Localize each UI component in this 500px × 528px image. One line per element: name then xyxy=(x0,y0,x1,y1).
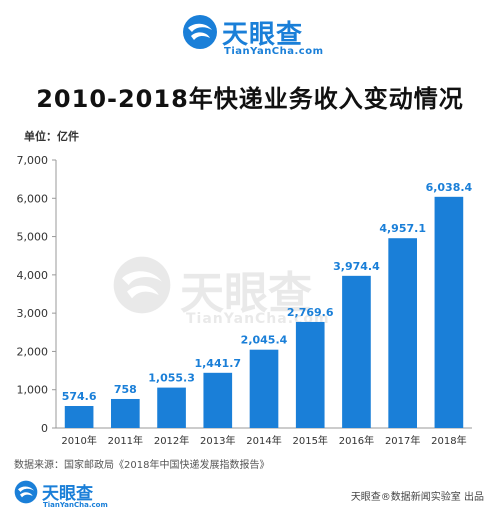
bar xyxy=(434,196,464,428)
x-tick-label: 2015年 xyxy=(292,434,327,447)
bar xyxy=(295,321,325,428)
bar xyxy=(342,275,371,428)
x-tick-label: 2018年 xyxy=(431,434,466,447)
x-tick-label: 2011年 xyxy=(108,434,143,447)
bar-value-label: 2,045.4 xyxy=(241,334,288,347)
y-tick-label: 1,000 xyxy=(17,384,49,397)
watermark-logo-icon xyxy=(113,256,171,314)
tianyancha-logo-icon xyxy=(183,15,217,49)
x-tick-label: 2016年 xyxy=(339,434,374,447)
x-tick-label: 2012年 xyxy=(154,434,189,447)
y-tick-label: 0 xyxy=(41,422,48,435)
brand-domain: TianYanCha.com xyxy=(224,46,324,57)
y-tick-label: 3,000 xyxy=(17,307,49,320)
y-tick-label: 7,000 xyxy=(17,154,49,167)
bar xyxy=(203,372,233,428)
bar-value-label: 758 xyxy=(114,383,137,396)
watermark-name: 天眼查 xyxy=(180,268,312,319)
bar-value-label: 1,055.3 xyxy=(148,372,195,385)
bar-value-label: 3,974.4 xyxy=(333,260,380,273)
x-tick-label: 2010年 xyxy=(61,434,96,447)
footer-brand-name: 天眼查 xyxy=(42,484,93,504)
source-note: 数据来源：国家邮政局《2018年中国快递发展指数报告》 xyxy=(14,460,270,471)
footer-brand-domain: TianYanCha.com xyxy=(43,501,108,509)
bar xyxy=(64,406,94,428)
chart-title: 2010-2018年快递业务收入变动情况 xyxy=(36,85,464,113)
credit-text: 天眼查®数据新闻实验室 出品 xyxy=(350,492,484,503)
unit-label: 单位：亿件 xyxy=(24,130,79,143)
bar xyxy=(111,398,140,428)
bar xyxy=(157,387,186,428)
bar-value-label: 2,769.6 xyxy=(287,306,334,319)
footer-logo-icon xyxy=(14,480,38,504)
bar-value-label: 1,441.7 xyxy=(194,357,241,370)
bar-value-label: 4,957.1 xyxy=(379,222,426,235)
x-tick-label: 2014年 xyxy=(246,434,281,447)
bar-value-label: 574.6 xyxy=(62,390,97,403)
watermark-domain: TianYanCha.com xyxy=(186,311,330,327)
y-tick-label: 2,000 xyxy=(17,345,49,358)
x-tick-label: 2013年 xyxy=(200,434,235,447)
watermark: 天眼查 TianYanCha.com xyxy=(112,255,392,335)
brand-logo: 天眼查 TianYanCha.com xyxy=(182,8,324,64)
y-tick-label: 5,000 xyxy=(17,231,49,244)
brand-name: 天眼查 xyxy=(222,20,304,50)
bar-value-label: 6,038.4 xyxy=(426,181,473,194)
bar xyxy=(249,349,279,428)
footer-logo: 天眼查 TianYanCha.com xyxy=(14,478,134,518)
y-tick-label: 6,000 xyxy=(17,192,49,205)
x-tick-label: 2017年 xyxy=(385,434,420,447)
y-tick-label: 4,000 xyxy=(17,269,49,282)
bar xyxy=(388,238,417,428)
